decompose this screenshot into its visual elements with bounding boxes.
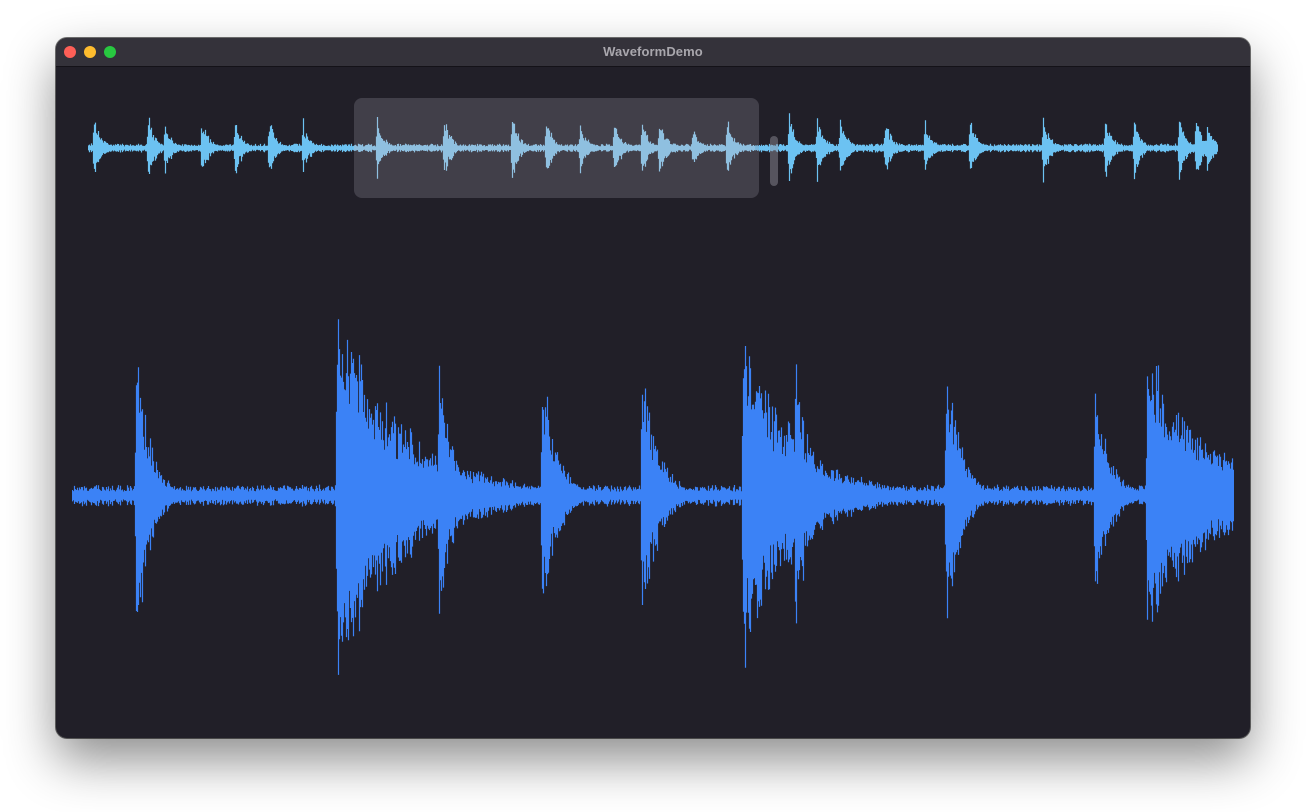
detail-waveform-plot [72,319,1234,675]
zoom-window-icon[interactable] [104,46,116,58]
minimize-window-icon[interactable] [84,46,96,58]
window-title: WaveformDemo [603,44,703,59]
overview-waveform-plot [88,113,1218,183]
waveform-samples-selected [353,117,756,179]
selection-resize-handle[interactable] [770,136,778,186]
detail-waveform[interactable] [72,288,1234,703]
app-window: WaveformDemo [56,38,1250,738]
overview-selection-region[interactable] [354,98,759,198]
title-bar: WaveformDemo [56,38,1250,67]
waveform-samples [72,319,1234,675]
overview-waveform[interactable] [88,106,1218,190]
close-window-icon[interactable] [64,46,76,58]
waveform-samples [88,113,1218,183]
